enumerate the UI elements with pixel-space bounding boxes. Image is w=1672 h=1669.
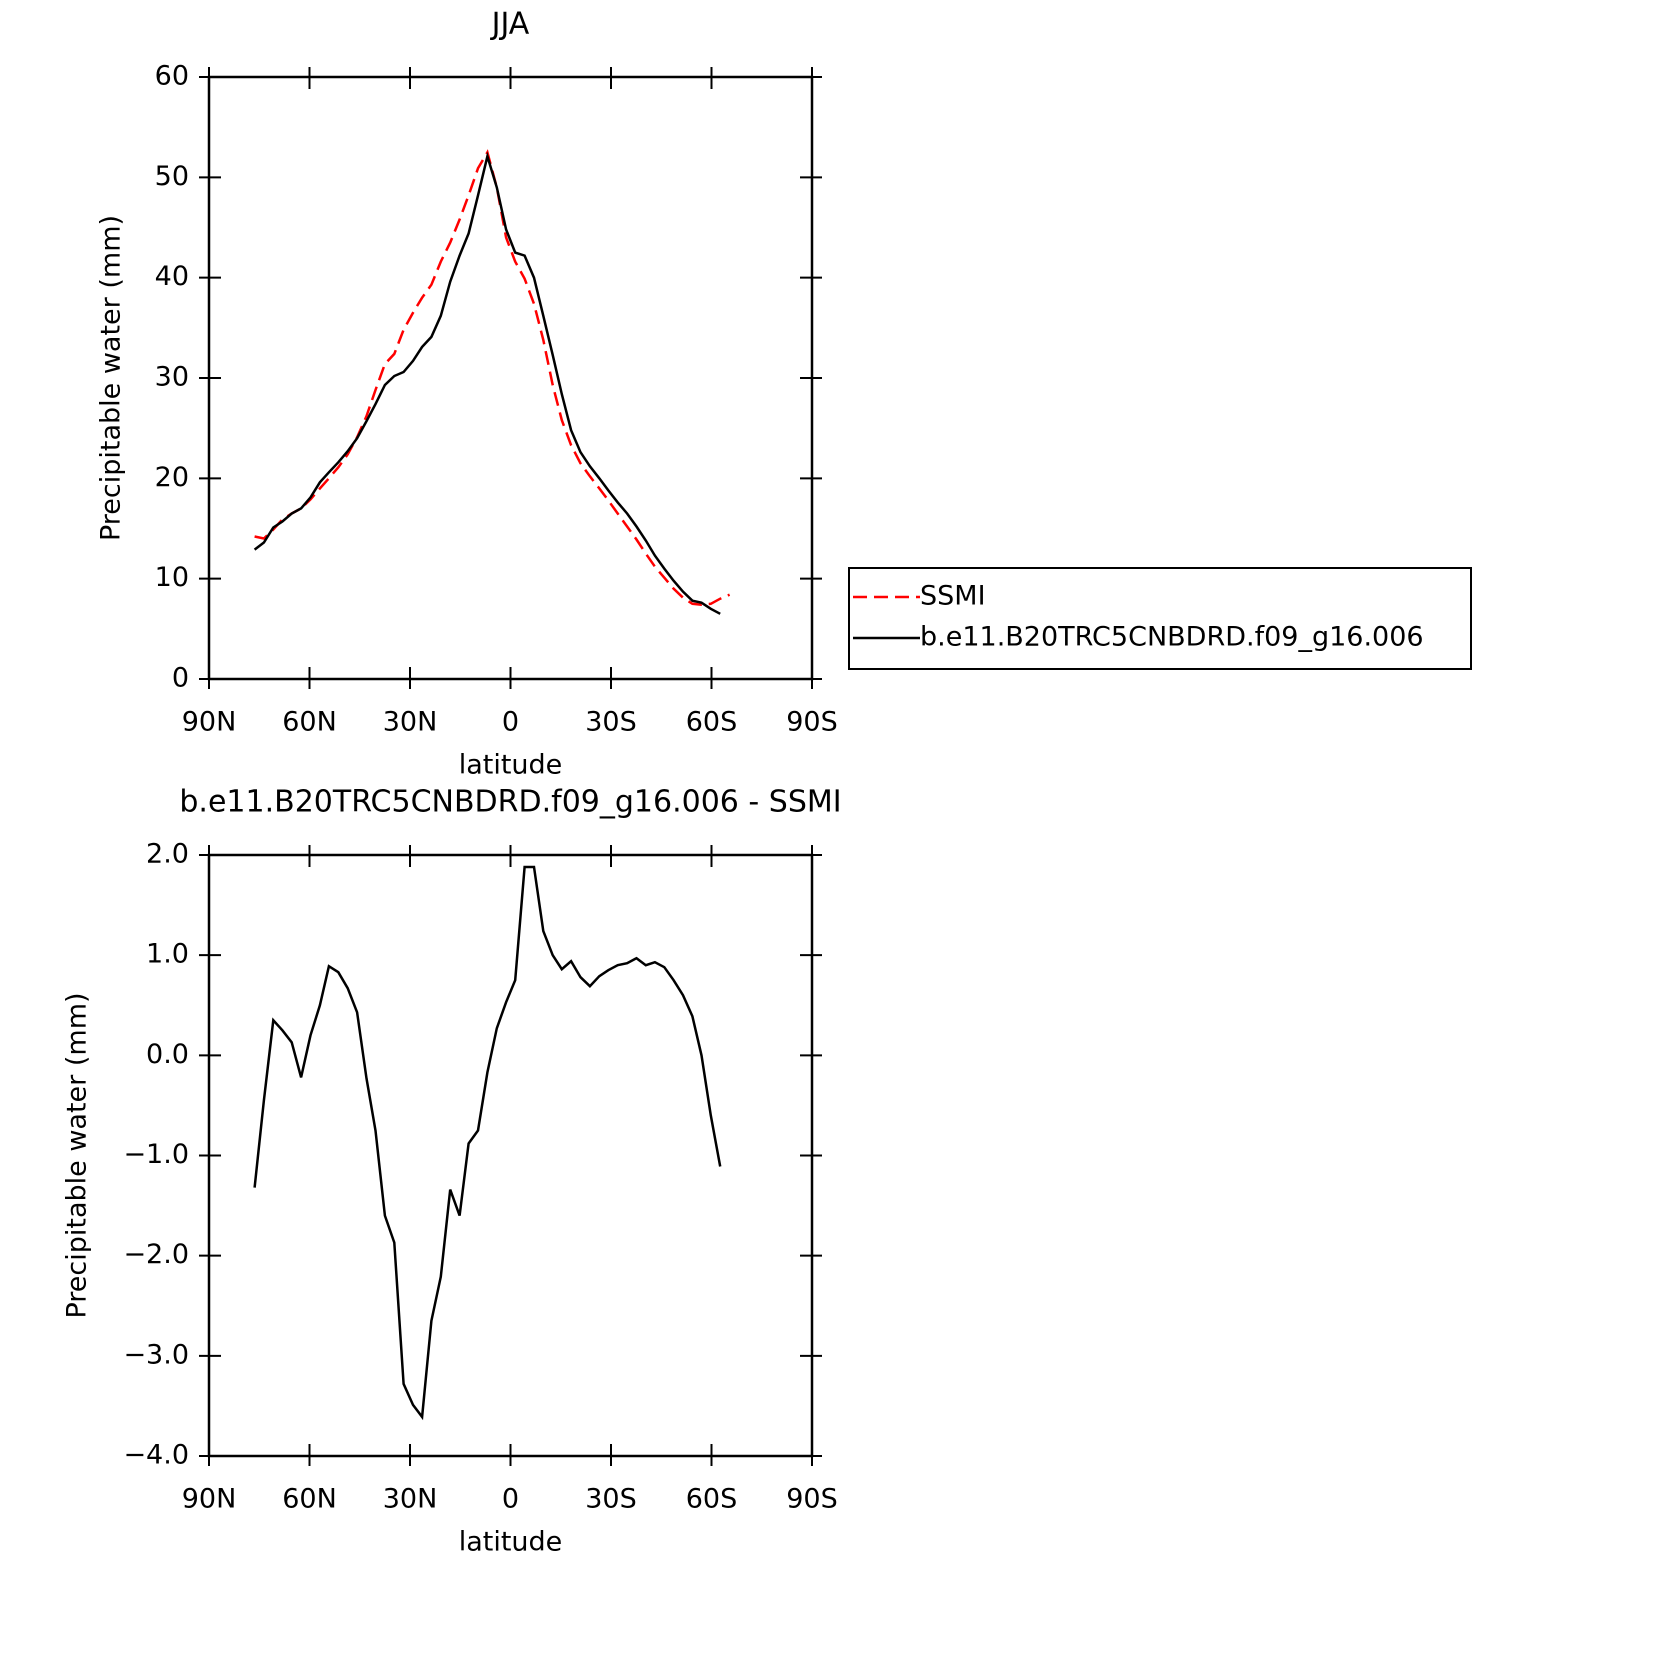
x-tick-label: 60N (282, 707, 337, 738)
y-tick-label: 40 (155, 261, 189, 292)
plot-frame (207, 75, 814, 681)
legend-box (848, 567, 1472, 670)
x-axis-label: latitude (459, 750, 563, 781)
y-tick-label: −3.0 (123, 1339, 189, 1370)
x-tick-label: 30S (585, 707, 637, 738)
y-tick-label: 60 (155, 61, 189, 92)
x-tick-label: 90S (786, 1484, 838, 1515)
legend-label: SSMI (920, 581, 986, 612)
x-tick-label: 30N (383, 1484, 438, 1515)
x-tick-label: 30N (383, 707, 438, 738)
x-tick-label: 60S (686, 1484, 738, 1515)
data-line (253, 151, 721, 615)
y-tick-label: 20 (155, 462, 189, 493)
x-tick-label: 0 (502, 707, 519, 738)
y-tick-label: −1.0 (123, 1139, 189, 1170)
y-tick-label: 30 (155, 362, 189, 393)
data-line (253, 865, 722, 1421)
x-tick-label: 90S (786, 707, 838, 738)
chart-title: b.e11.B20TRC5CNBDRD.f09_g16.006 - SSMI (179, 785, 841, 820)
y-axis-label: Precipitable water (mm) (96, 215, 127, 541)
y-tick-label: 50 (155, 161, 189, 192)
y-tick-label: −2.0 (123, 1239, 189, 1270)
y-tick-label: 2.0 (146, 839, 189, 870)
plot-frame (207, 853, 814, 1458)
y-tick-label: −4.0 (123, 1440, 189, 1471)
y-axis-label: Precipitable water (mm) (62, 992, 93, 1318)
x-axis-label: latitude (459, 1527, 563, 1558)
data-line (254, 149, 731, 607)
y-tick-label: 10 (155, 562, 189, 593)
y-tick-label: 0 (172, 663, 189, 694)
x-tick-label: 90N (182, 707, 237, 738)
chart-title: JJA (490, 7, 530, 42)
x-tick-label: 60S (686, 707, 738, 738)
x-tick-label: 60N (282, 1484, 337, 1515)
legend-label: b.e11.B20TRC5CNBDRD.f09_g16.006 (920, 622, 1424, 653)
y-tick-label: 1.0 (146, 939, 189, 970)
y-tick-label: 0.0 (146, 1039, 189, 1070)
x-tick-label: 90N (182, 1484, 237, 1515)
x-tick-label: 0 (502, 1484, 519, 1515)
x-tick-label: 30S (585, 1484, 637, 1515)
